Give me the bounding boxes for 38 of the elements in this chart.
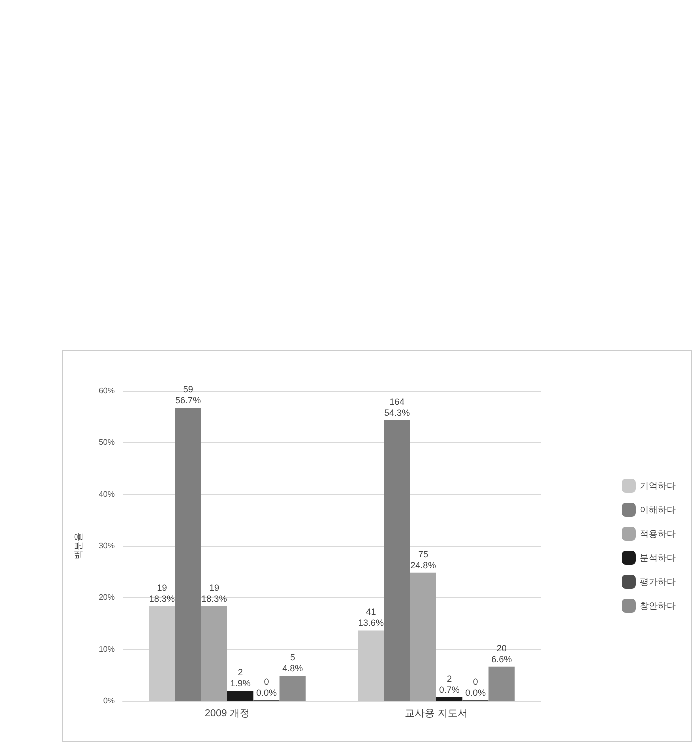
y-tick-label: 60% <box>98 386 115 396</box>
data-label: 5 4.8% <box>282 652 304 674</box>
bar <box>410 572 436 701</box>
data-label: 0 0.0% <box>256 677 277 698</box>
bar <box>228 691 254 701</box>
bar <box>175 408 202 701</box>
bar <box>280 676 306 701</box>
data-label: 2 0.7% <box>439 674 460 695</box>
legend-label: 이해하다 <box>640 505 676 515</box>
legend-label: 적용하다 <box>640 529 676 539</box>
data-label: 75 24.8% <box>410 549 436 570</box>
x-tick-label: 2009 개정 <box>204 708 250 720</box>
data-label: 59 56.7% <box>176 384 202 406</box>
data-label: 19 18.3% <box>202 582 228 604</box>
y-tick-label: 20% <box>98 593 115 602</box>
data-label: 164 54.3% <box>384 396 410 418</box>
bar <box>384 420 410 701</box>
data-label: 2 1.9% <box>230 668 251 689</box>
bar <box>488 666 515 701</box>
legend-label: 창안하다 <box>640 601 676 611</box>
bar <box>436 697 463 701</box>
y-tick-label: 30% <box>98 542 115 550</box>
data-label: 41 13.6% <box>358 607 384 628</box>
legend-label: 평가하다 <box>640 577 676 587</box>
y-tick-label: 40% <box>98 490 115 499</box>
data-label: 20 6.6% <box>492 643 512 664</box>
y-tick-label: 0% <box>103 696 115 706</box>
legend-label: 기억하다 <box>640 481 676 491</box>
bar <box>358 630 384 701</box>
legend-label: 분석하다 <box>640 553 676 563</box>
bar <box>201 606 228 701</box>
data-label: 0 0.0% <box>465 677 486 698</box>
data-label: 19 18.3% <box>149 582 175 604</box>
bar <box>149 606 176 701</box>
y-tick-label: 10% <box>98 644 115 654</box>
y-tick-label: 50% <box>98 438 115 448</box>
y-axis-title: 백분율 <box>74 532 84 560</box>
x-tick-label: 교사용 지도서 <box>405 708 468 720</box>
